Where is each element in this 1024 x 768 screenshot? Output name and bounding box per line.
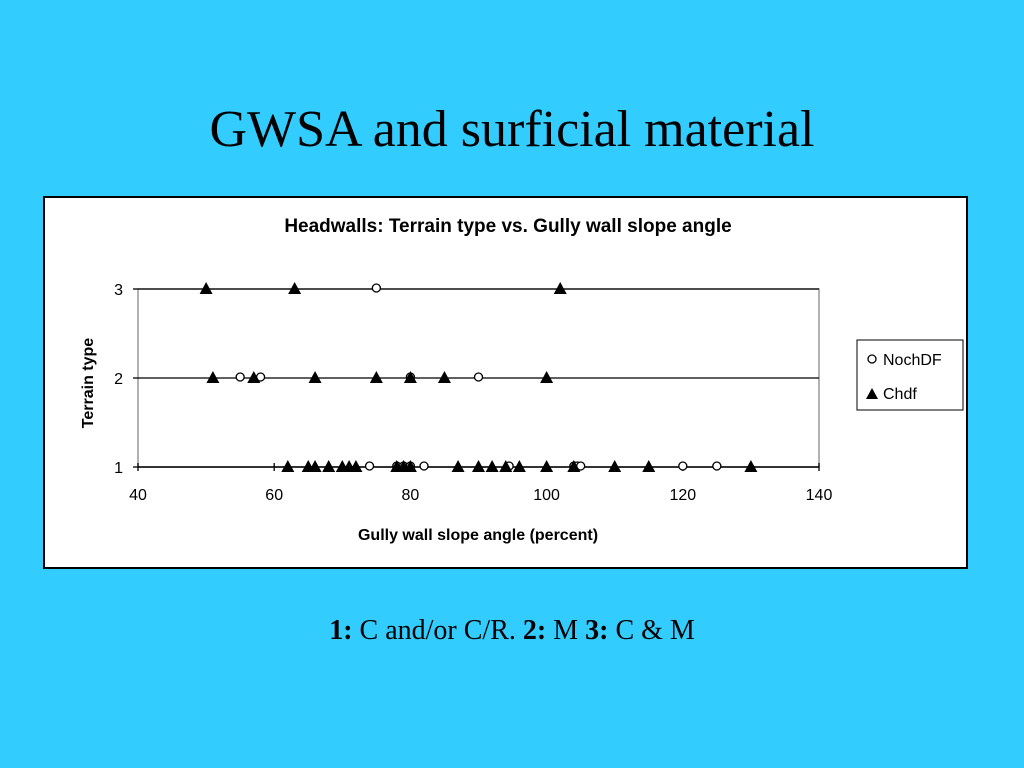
data-point-chdf-19 — [403, 460, 417, 472]
data-point-chdf-4 — [247, 371, 261, 383]
legend-label-nochdf: NochDF — [883, 352, 942, 369]
data-point-chdf-7 — [403, 371, 417, 383]
data-point-chdf-0 — [199, 282, 213, 294]
key-2-label: 2: — [522, 615, 547, 646]
key-1-label: 1: — [329, 615, 353, 646]
legend-marker-chdf — [866, 388, 878, 399]
legend: NochDF Chdf — [856, 339, 964, 411]
data-point-nochdf-14 — [678, 461, 688, 471]
slide-title: GWSA and surficial material — [209, 101, 815, 158]
data-point-chdf-26 — [567, 460, 581, 472]
terrain-type-key: 1: C and/or C/R. 2: M 3: C & M — [0, 615, 1024, 647]
y-tick-label-3: 3 — [114, 282, 123, 299]
grid-lines — [138, 288, 819, 379]
legend-marker-nochdf — [867, 354, 877, 364]
x-axis-label: Gully wall slope angle (percent) — [358, 527, 598, 544]
data-point-nochdf-5 — [364, 461, 375, 471]
data-point-chdf-24 — [512, 460, 526, 472]
data-point-chdf-12 — [308, 460, 322, 472]
data-point-chdf-22 — [485, 460, 499, 472]
x-tick-label-60: 60 — [265, 487, 283, 504]
data-marks — [199, 282, 758, 472]
key-2-text: M — [546, 615, 586, 646]
scatter-chart: Headwalls: Terrain type vs. Gully wall s… — [80, 216, 964, 544]
data-point-chdf-2 — [553, 282, 567, 294]
data-point-chdf-27 — [608, 460, 622, 472]
data-point-chdf-9 — [540, 371, 554, 383]
legend-label-chdf: Chdf — [883, 386, 917, 403]
chart-title: Headwalls: Terrain type vs. Gully wall s… — [284, 216, 731, 237]
data-point-chdf-13 — [322, 460, 336, 472]
data-point-chdf-23 — [499, 460, 513, 472]
data-point-nochdf-0 — [371, 283, 382, 293]
y-tick-label-1: 1 — [114, 460, 123, 477]
data-point-chdf-16 — [349, 460, 363, 472]
y-tick-label-2: 2 — [114, 371, 123, 388]
data-point-chdf-8 — [437, 371, 451, 383]
data-point-chdf-10 — [281, 460, 295, 472]
data-point-chdf-3 — [206, 371, 220, 383]
data-point-nochdf-1 — [235, 372, 245, 382]
key-3-text: C & M — [608, 615, 695, 646]
data-point-chdf-25 — [540, 460, 554, 472]
x-tick-label-120: 120 — [669, 487, 696, 504]
x-tick-label-80: 80 — [402, 487, 420, 504]
data-point-nochdf-15 — [712, 461, 722, 471]
data-point-nochdf-4 — [473, 372, 484, 382]
data-point-chdf-5 — [308, 371, 322, 383]
y-axis-label: Terrain type — [80, 338, 97, 429]
data-point-chdf-20 — [451, 460, 465, 472]
x-tick-label-140: 140 — [806, 487, 833, 504]
key-3-label: 3: — [585, 615, 609, 646]
chart-frame: Headwalls: Terrain type vs. Gully wall s… — [43, 196, 968, 569]
x-tick-label-100: 100 — [533, 487, 560, 504]
x-tick-label-40: 40 — [129, 487, 147, 504]
key-1-text: C and/or C/R. — [352, 615, 523, 646]
data-point-nochdf-9 — [419, 461, 429, 471]
data-point-chdf-29 — [744, 460, 758, 472]
data-point-chdf-28 — [642, 460, 656, 472]
data-point-chdf-1 — [288, 282, 302, 294]
data-point-chdf-21 — [472, 460, 485, 472]
data-point-chdf-6 — [369, 371, 383, 383]
